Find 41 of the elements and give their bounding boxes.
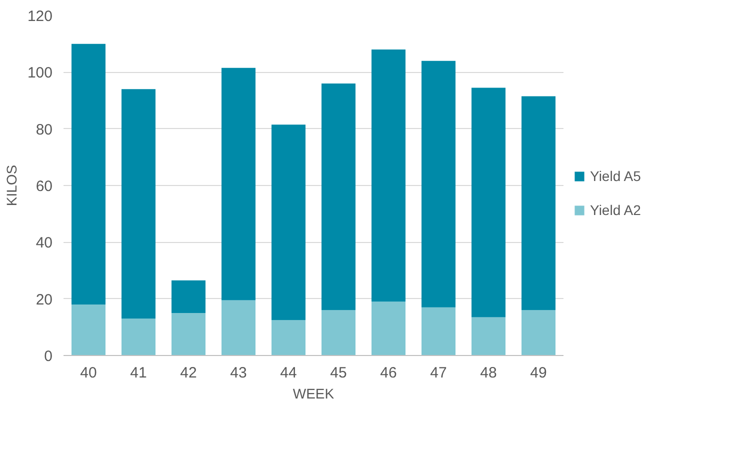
x-tick-label: 45	[330, 364, 347, 382]
bar	[172, 280, 206, 313]
y-tick-label: 20	[36, 291, 53, 308]
bar	[172, 313, 206, 356]
bar	[222, 68, 256, 300]
legend-label: Yield A2	[590, 202, 641, 218]
x-tick-label: 44	[280, 364, 297, 382]
bar	[322, 310, 356, 356]
x-tick-label: 48	[480, 364, 497, 382]
bar	[122, 318, 156, 356]
x-tick-label: 42	[180, 364, 197, 382]
x-tick-label: 41	[130, 364, 147, 382]
y-tick-label: 40	[36, 234, 53, 252]
x-tick-label: 47	[430, 364, 447, 382]
x-axis-title: WEEK	[292, 386, 335, 402]
bar	[72, 44, 106, 304]
y-tick-label: 100	[27, 64, 53, 82]
bar	[72, 304, 106, 356]
bar	[522, 310, 556, 356]
bar	[272, 124, 306, 320]
bar	[372, 50, 406, 302]
legend-label: Yield A5	[590, 168, 641, 184]
bar	[322, 84, 356, 310]
bar	[422, 60, 456, 308]
x-tick-label: 49	[530, 364, 547, 382]
y-tick-label: 0	[44, 348, 52, 365]
x-tick-label: 40	[80, 364, 97, 382]
y-tick-label: 80	[36, 121, 53, 138]
bar	[472, 88, 506, 318]
y-tick-label: 120	[27, 8, 53, 25]
bar	[472, 317, 506, 356]
x-tick-label: 46	[380, 364, 397, 382]
bar	[522, 96, 556, 310]
y-axis-title: KILOS	[3, 164, 20, 206]
y-tick-label: 60	[36, 178, 53, 195]
bar	[422, 307, 456, 356]
bar	[122, 89, 156, 319]
bar	[222, 300, 256, 356]
x-tick-label: 43	[230, 364, 247, 382]
bar	[372, 302, 406, 356]
bar	[272, 320, 306, 356]
